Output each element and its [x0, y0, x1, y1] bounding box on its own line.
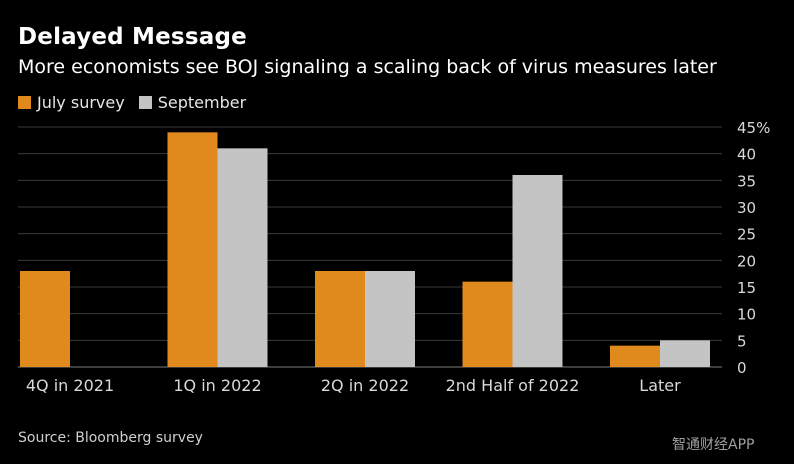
- bar-september-3: [512, 175, 563, 367]
- x-tick-label: Later: [639, 376, 681, 395]
- y-tick-label: 30: [737, 199, 756, 217]
- bar-july-2: [315, 271, 365, 367]
- bar-july-4: [610, 345, 660, 367]
- x-tick-label: 2Q in 2022: [321, 376, 409, 395]
- legend-swatch-september: [138, 96, 152, 109]
- bar-july-1: [167, 132, 218, 367]
- y-tick-label: 20: [737, 252, 756, 270]
- y-tick-label: 25: [737, 226, 756, 244]
- bar-september-1: [217, 148, 268, 367]
- y-axis: 0 5 10 15 20 25 30 35 40 45%: [737, 119, 770, 377]
- legend-swatch-july: [18, 96, 31, 109]
- legend: July survey September: [18, 93, 260, 112]
- y-tick-label: 40: [737, 146, 756, 164]
- y-tick-label: 10: [737, 306, 756, 324]
- bars: [20, 132, 710, 367]
- legend-entry-september: September: [138, 93, 247, 112]
- x-tick-label: 4Q in 2021: [26, 376, 114, 395]
- legend-label-september: September: [157, 93, 247, 112]
- y-tick-label: 45%: [737, 119, 770, 137]
- bar-september-2: [365, 271, 415, 367]
- chart-subtitle: More economists see BOJ signaling a scal…: [18, 56, 717, 78]
- y-tick-label: 0: [737, 359, 747, 377]
- x-tick-label: 1Q in 2022: [173, 376, 261, 395]
- bar-september-4: [660, 340, 710, 367]
- watermark: 智通财经APP: [672, 437, 755, 453]
- y-tick-label: 5: [737, 332, 747, 350]
- legend-label-july: July survey: [37, 93, 125, 112]
- y-tick-label: 35: [737, 172, 756, 190]
- bar-july-3: [462, 281, 513, 367]
- x-tick-label: 2nd Half of 2022: [446, 376, 580, 395]
- bar-july-0: [20, 271, 70, 367]
- source-note: Source: Bloomberg survey: [18, 430, 203, 446]
- chart-title: Delayed Message: [18, 24, 247, 50]
- y-tick-label: 15: [737, 279, 756, 297]
- legend-entry-july: July survey: [18, 93, 125, 112]
- x-axis: 4Q in 2021 1Q in 2022 2Q in 2022 2nd Half o…: [26, 376, 681, 395]
